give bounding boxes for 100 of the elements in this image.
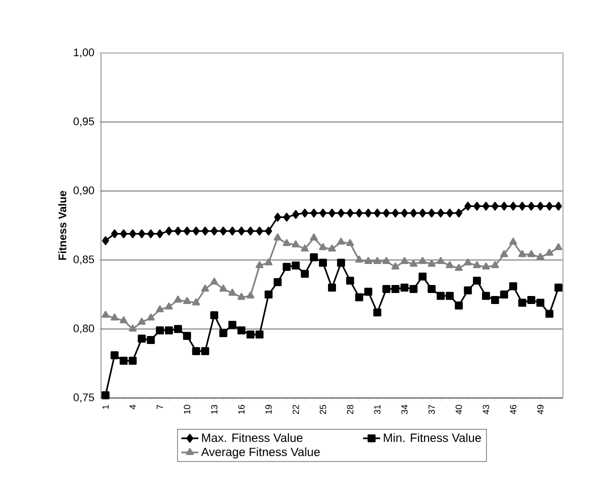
point bbox=[146, 314, 155, 321]
point bbox=[228, 320, 236, 329]
x-tick-label: 4 bbox=[130, 404, 136, 410]
point bbox=[455, 208, 462, 218]
point bbox=[355, 256, 364, 263]
point bbox=[392, 208, 399, 218]
point bbox=[528, 202, 535, 211]
point bbox=[500, 250, 508, 258]
point bbox=[337, 238, 345, 245]
point bbox=[283, 212, 290, 222]
point bbox=[436, 292, 445, 300]
x-tick-label: 22 bbox=[292, 404, 299, 414]
point bbox=[246, 226, 254, 236]
point bbox=[536, 298, 544, 307]
point bbox=[400, 256, 408, 264]
point bbox=[428, 208, 436, 218]
point bbox=[147, 229, 154, 238]
point bbox=[545, 310, 554, 318]
point bbox=[192, 226, 200, 236]
y-tick-label: 0,90 bbox=[74, 186, 94, 196]
y-axis-title: Fitness Value bbox=[58, 190, 66, 260]
point bbox=[482, 202, 490, 211]
point bbox=[210, 311, 218, 320]
point bbox=[238, 226, 245, 236]
x-tick-label: 25 bbox=[320, 404, 326, 414]
point bbox=[492, 202, 499, 211]
point bbox=[491, 261, 499, 268]
point bbox=[228, 288, 236, 296]
point bbox=[473, 261, 481, 268]
point bbox=[310, 234, 318, 241]
x-tick-label: 37 bbox=[428, 404, 435, 414]
point bbox=[128, 324, 137, 332]
y-tick-label: 0,95 bbox=[74, 117, 94, 127]
point bbox=[346, 276, 354, 285]
point bbox=[210, 226, 218, 236]
point bbox=[274, 212, 282, 222]
point bbox=[428, 260, 436, 267]
point bbox=[156, 305, 164, 312]
point bbox=[237, 326, 246, 334]
point bbox=[554, 202, 562, 211]
point bbox=[265, 226, 272, 236]
point bbox=[382, 284, 390, 293]
point bbox=[310, 208, 318, 218]
point bbox=[346, 208, 354, 218]
point bbox=[319, 243, 327, 250]
point bbox=[410, 208, 418, 218]
point bbox=[292, 262, 300, 270]
point bbox=[436, 256, 445, 264]
x-tick-label: 49 bbox=[537, 404, 544, 414]
point bbox=[464, 258, 472, 266]
point bbox=[536, 202, 544, 211]
point bbox=[500, 202, 508, 211]
point bbox=[454, 264, 463, 271]
x-tick-label: 43 bbox=[482, 404, 490, 414]
point bbox=[201, 347, 210, 356]
point bbox=[500, 290, 508, 298]
point bbox=[256, 330, 264, 339]
point bbox=[464, 202, 472, 211]
point bbox=[110, 351, 119, 360]
point bbox=[482, 292, 490, 300]
point bbox=[219, 329, 228, 338]
point bbox=[282, 239, 291, 246]
point bbox=[419, 208, 426, 218]
point bbox=[518, 298, 526, 307]
point bbox=[319, 208, 326, 218]
y-tick-label: 0,75 bbox=[74, 393, 94, 403]
point bbox=[165, 226, 172, 236]
point bbox=[373, 308, 382, 316]
point bbox=[473, 202, 480, 211]
point bbox=[391, 284, 400, 293]
point bbox=[300, 270, 309, 278]
legend-label: Max. Fitness Value bbox=[202, 433, 302, 442]
point bbox=[120, 229, 128, 238]
point bbox=[301, 208, 308, 218]
point bbox=[527, 250, 536, 258]
x-tick-label: 1 bbox=[102, 404, 109, 409]
point bbox=[174, 226, 182, 236]
point bbox=[156, 229, 164, 238]
point bbox=[400, 208, 408, 218]
point bbox=[174, 325, 182, 333]
point bbox=[282, 262, 291, 271]
point bbox=[111, 229, 118, 238]
point bbox=[138, 229, 146, 238]
legend-label: Min. Fitness Value bbox=[384, 433, 481, 442]
point bbox=[373, 256, 382, 264]
point bbox=[546, 202, 553, 211]
point bbox=[201, 284, 210, 292]
point bbox=[518, 202, 526, 211]
point bbox=[138, 318, 146, 325]
point bbox=[120, 316, 128, 324]
x-tick-label: 40 bbox=[456, 404, 462, 414]
point bbox=[264, 258, 272, 266]
point bbox=[228, 226, 236, 236]
point bbox=[156, 326, 164, 334]
point bbox=[328, 244, 336, 252]
point bbox=[246, 291, 254, 298]
point bbox=[392, 262, 400, 270]
point bbox=[338, 208, 345, 218]
point bbox=[102, 391, 110, 400]
point bbox=[184, 226, 191, 236]
